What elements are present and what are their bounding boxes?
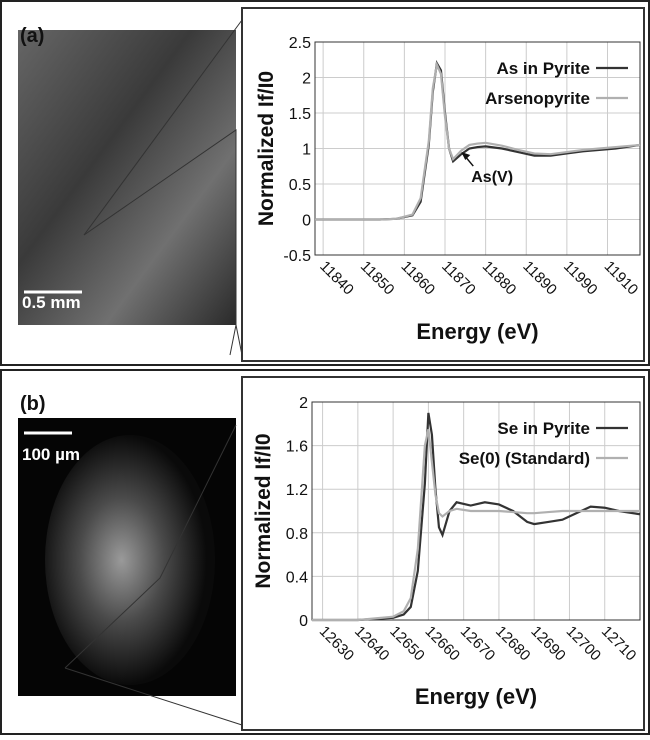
scale-bar-label: 0.5 mm	[22, 293, 81, 312]
legend-label: As in Pyrite	[496, 59, 590, 78]
y-tick-label: 1.2	[286, 482, 308, 499]
zoom-line	[235, 324, 243, 356]
data-line	[312, 412, 641, 622]
panel-label: (a)	[20, 25, 44, 47]
plot-area	[314, 41, 641, 256]
scale-bar-label: 100 µm	[22, 445, 80, 464]
zoom-line	[64, 424, 237, 669]
y-axis-label: Normalized If/I0	[252, 433, 275, 588]
data-line	[315, 60, 641, 221]
x-axis-label: Energy (eV)	[415, 684, 537, 709]
zoom-line	[83, 19, 243, 236]
y-tick-label: 0.5	[289, 177, 311, 194]
micrograph	[18, 30, 236, 325]
y-tick-label: -0.5	[283, 248, 311, 265]
x-axis-label: Energy (eV)	[416, 319, 538, 344]
y-tick-label: 2.5	[289, 35, 311, 52]
legend-label: Se(0) (Standard)	[459, 449, 590, 468]
micrograph-feature	[45, 435, 215, 685]
legend-label: Arsenopyrite	[485, 89, 590, 108]
y-tick-label: 1	[302, 142, 311, 159]
panel-frame	[0, 369, 650, 735]
legend-label: Se in Pyrite	[497, 419, 590, 438]
y-tick-label: 0.4	[286, 569, 308, 586]
y-tick-label: 1.5	[289, 106, 311, 123]
y-tick-label: 0	[302, 213, 311, 230]
y-axis-label: Normalized If/I0	[255, 71, 278, 226]
y-tick-label: 2	[299, 395, 308, 412]
panel-frame	[0, 0, 650, 366]
y-tick-label: 0	[299, 613, 308, 630]
zoom-line	[83, 129, 237, 356]
panel-label: (b)	[20, 393, 46, 415]
y-tick-label: 1.6	[286, 439, 308, 456]
chart-frame	[241, 376, 645, 731]
y-tick-label: 0.8	[286, 526, 308, 543]
y-tick-label: 2	[302, 71, 311, 88]
zoom-line	[64, 667, 243, 726]
annotation-arrowhead	[461, 152, 471, 161]
annotation: As(V)	[471, 169, 513, 186]
data-line	[312, 429, 640, 622]
